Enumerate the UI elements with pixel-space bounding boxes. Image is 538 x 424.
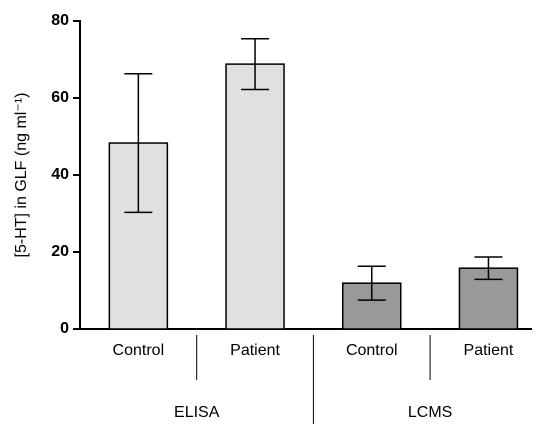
- y-tick-label: 0: [60, 320, 69, 337]
- y-tick-label: 80: [51, 12, 69, 29]
- y-tick-label: 60: [51, 89, 69, 106]
- y-axis-label: [5-HT] in GLF (ng ml⁻¹): [13, 93, 30, 258]
- y-tick-label: 20: [51, 243, 69, 260]
- group-label: ELISA: [174, 404, 220, 421]
- error-bar: [474, 256, 503, 281]
- group-label: LCMS: [408, 404, 452, 421]
- bar: [225, 63, 285, 330]
- error-bar: [357, 265, 386, 301]
- x-tick-label: Patient: [230, 342, 280, 359]
- x-tick-label: Patient: [464, 342, 514, 359]
- error-bar: [241, 37, 270, 91]
- y-tick-label: 40: [51, 166, 69, 183]
- error-bar: [124, 72, 153, 214]
- x-tick-label: Control: [346, 342, 398, 359]
- x-tick-label: Control: [113, 342, 165, 359]
